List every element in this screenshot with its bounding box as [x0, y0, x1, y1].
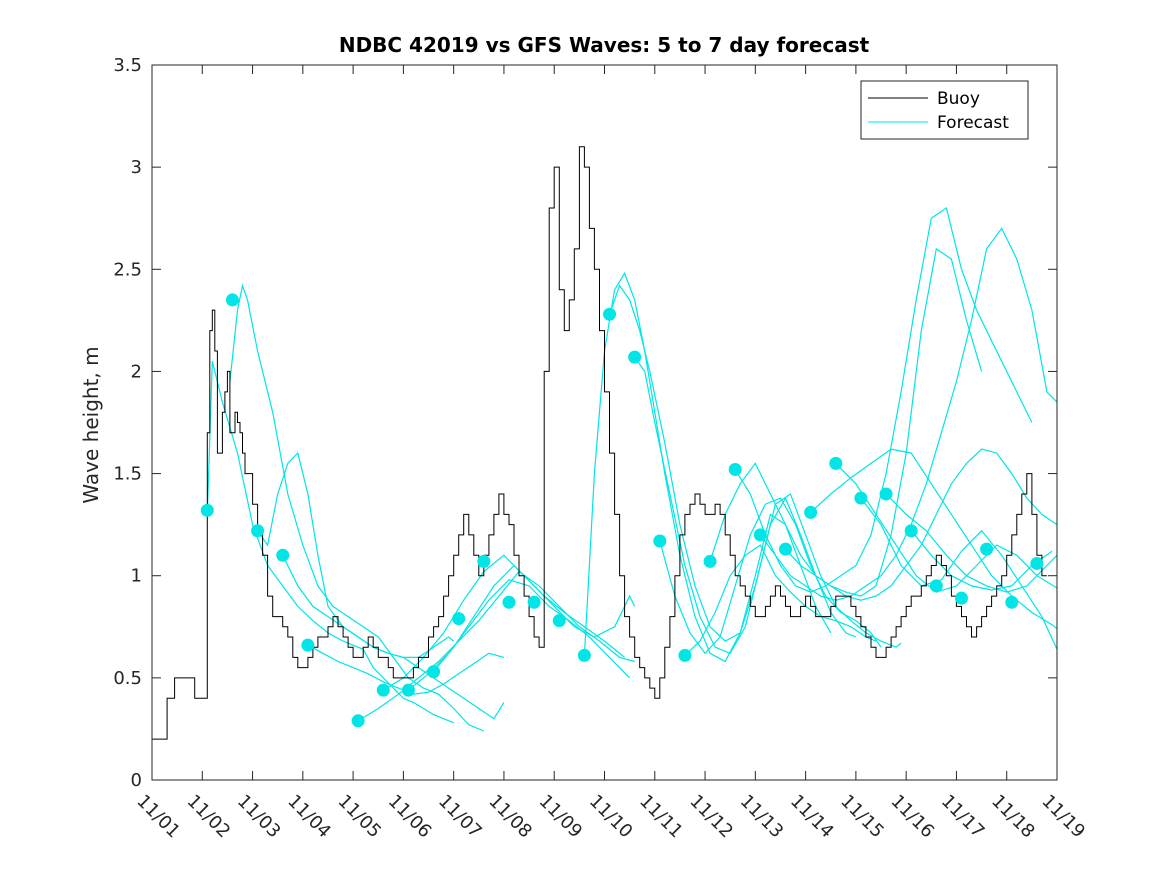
- forecast-start-marker: [954, 591, 968, 605]
- forecast-start-marker: [577, 648, 591, 662]
- forecast-start-marker: [427, 665, 441, 679]
- plot-frame: [151, 64, 1058, 781]
- legend-buoy-label: Buoy: [937, 89, 980, 109]
- forecast-start-marker: [527, 595, 541, 609]
- forecast-start-marker: [477, 554, 491, 568]
- forecast-start-marker: [854, 491, 868, 505]
- forecast-start-marker: [653, 534, 667, 548]
- forecast-start-marker: [1005, 595, 1019, 609]
- forecast-series-line: [910, 530, 1053, 591]
- forecast-start-marker: [200, 503, 214, 517]
- forecast-series-line: [860, 497, 1058, 650]
- y-tick-labels: 0 0.5 1 1.5 2 2.5 3 3.5: [113, 55, 142, 791]
- forecast-start-marker: [904, 524, 918, 538]
- forecast-start-marker: [678, 648, 692, 662]
- forecast-series-line: [709, 247, 983, 597]
- chart-title: NDBC 42019 vs GFS Waves: 5 to 7 day fore…: [339, 33, 870, 57]
- forecast-start-marker: [603, 307, 617, 321]
- forecast-series-line: [885, 493, 1058, 593]
- forecast-start-marker: [502, 595, 516, 609]
- series-layer: [152, 146, 1058, 740]
- forecast-start-marker: [351, 714, 365, 728]
- forecast-start-marker: [301, 638, 315, 652]
- forecast-series-line: [634, 356, 902, 655]
- y-tick-label: 0.5: [113, 668, 142, 689]
- forecast-series-line: [785, 448, 1058, 601]
- forecast-series-line: [810, 448, 1058, 630]
- forecast-start-marker: [376, 683, 390, 697]
- forecast-series-line: [583, 272, 832, 663]
- forecast-series-line: [229, 283, 485, 732]
- forecast-start-marker: [276, 548, 290, 562]
- forecast-start-marker: [401, 683, 415, 697]
- forecast-start-marker: [879, 487, 893, 501]
- legend-forecast-label: Forecast: [937, 113, 1009, 133]
- y-tick-label: 2: [131, 361, 142, 382]
- forecast-start-marker: [980, 542, 994, 556]
- y-tick-label: 3: [131, 157, 142, 178]
- forecast-markers: [200, 293, 1044, 728]
- forecast-start-marker: [829, 456, 843, 470]
- y-tick-label: 0: [131, 770, 142, 791]
- legend: Buoy Forecast: [860, 80, 1029, 140]
- forecast-series-line: [684, 544, 877, 656]
- forecast-start-marker: [728, 462, 742, 476]
- forecast-series-line: [835, 462, 1058, 593]
- y-tick-label: 1: [131, 566, 142, 587]
- legend-box: [860, 80, 1029, 140]
- forecast-start-marker: [779, 542, 792, 556]
- forecast-start-marker: [251, 524, 265, 538]
- y-tick-label: 3.5: [113, 55, 142, 76]
- forecast-start-marker: [929, 579, 943, 593]
- forecast-start-marker: [452, 612, 466, 626]
- forecast-start-marker: [628, 350, 642, 364]
- forecast-series-line: [734, 207, 1033, 593]
- y-tick-label: 1.5: [113, 464, 142, 485]
- forecast-start-marker: [753, 528, 767, 542]
- axis-ticks: [151, 64, 1058, 781]
- forecast-start-marker: [225, 293, 239, 307]
- forecast-start-marker: [552, 614, 566, 628]
- forecast-start-marker: [804, 505, 818, 519]
- buoy-series-line: [152, 146, 1047, 740]
- plot-area: [152, 65, 1057, 780]
- forecast-start-marker: [1030, 556, 1044, 570]
- y-axis-label: Wave height, m: [79, 346, 103, 503]
- y-tick-label: 2.5: [113, 259, 142, 280]
- forecast-start-marker: [703, 554, 717, 568]
